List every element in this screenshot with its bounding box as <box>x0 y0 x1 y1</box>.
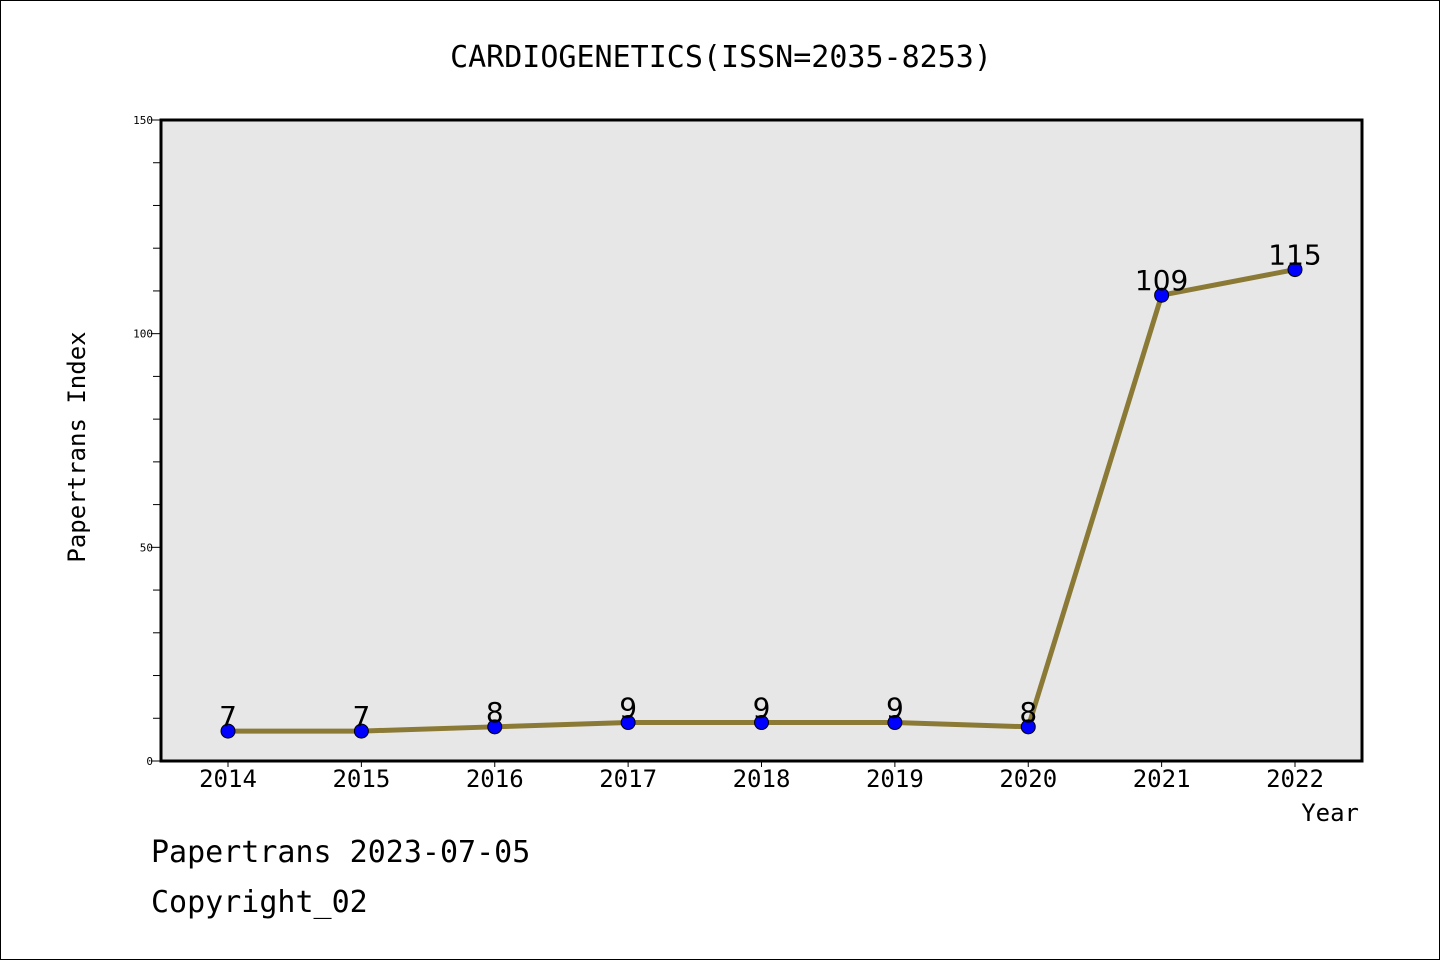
y-axis: 0 50 100 150 <box>133 114 161 768</box>
x-tick-label: 2014 <box>199 765 257 793</box>
plot-area <box>159 118 1364 763</box>
x-tick-label: 2018 <box>733 765 791 793</box>
y-tick-label: 100 <box>133 328 153 341</box>
x-tick-label: 2022 <box>1266 765 1324 793</box>
data-point <box>754 715 769 731</box>
label-layer: 7 7 8 9 9 9 8 109 115 <box>219 239 1322 734</box>
chart-title: CARDIOGENETICS(ISSN=2035-8253) <box>450 40 992 75</box>
data-point <box>1020 719 1036 735</box>
data-label: 8 <box>486 696 504 729</box>
data-label: 9 <box>886 692 904 725</box>
x-tick-label: 2021 <box>1133 765 1191 793</box>
data-point <box>887 715 903 731</box>
data-label: 115 <box>1268 239 1321 272</box>
data-label: 7 <box>219 700 237 733</box>
data-label: 8 <box>1019 696 1037 729</box>
x-tick-label: 2017 <box>599 765 657 793</box>
x-tick-label: 2019 <box>866 765 924 793</box>
footer-copyright: Copyright_02 <box>151 885 368 920</box>
x-axis-label: Year <box>1301 799 1359 827</box>
data-label: 9 <box>753 692 771 725</box>
y-tick-label: 0 <box>146 755 153 768</box>
data-point <box>487 719 503 735</box>
x-tick-label: 2020 <box>999 765 1057 793</box>
data-label: 109 <box>1135 264 1188 297</box>
x-axis: 2014 2015 2016 2017 2018 2019 2020 2021 2022 <box>199 761 1324 793</box>
x-tick-label: 2016 <box>466 765 524 793</box>
footer-date: Papertrans 2023-07-05 <box>151 835 531 870</box>
marker-layer <box>220 262 1303 739</box>
y-tick-label: 150 <box>133 114 153 127</box>
data-point <box>620 715 636 731</box>
x-tick-label: 2015 <box>332 765 390 793</box>
data-label: 7 <box>352 700 370 733</box>
data-label: 9 <box>619 692 637 725</box>
y-tick-label: 50 <box>140 541 153 554</box>
y-axis-label: Papertrans Index <box>63 331 91 562</box>
data-point <box>1287 262 1303 278</box>
data-point <box>353 723 369 739</box>
data-point <box>1154 287 1170 303</box>
data-point <box>220 723 236 739</box>
